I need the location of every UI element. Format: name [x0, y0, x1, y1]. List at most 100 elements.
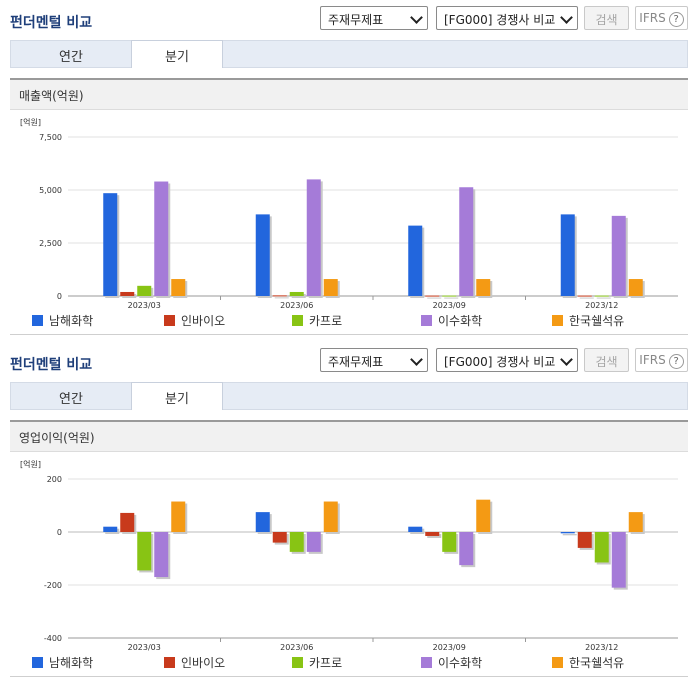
question-circle-icon[interactable]: ?: [668, 354, 684, 369]
y-tick-label: 0: [57, 292, 62, 301]
statement-type-select[interactable]: 주재무제표: [320, 348, 428, 372]
bar[interactable]: [611, 532, 626, 588]
legend-item[interactable]: 이수화학: [421, 654, 482, 671]
legend-swatch: [292, 315, 303, 326]
bar[interactable]: [459, 187, 474, 296]
bar[interactable]: [103, 193, 118, 296]
bar[interactable]: [425, 295, 440, 297]
bar[interactable]: [628, 279, 643, 296]
bar[interactable]: [272, 295, 287, 297]
panel-title: 펀더멘털 비교: [10, 357, 93, 373]
panel-title: 펀더멘털 비교: [10, 15, 93, 31]
bar[interactable]: [154, 532, 169, 578]
x-tick-label: 2023/12: [585, 643, 618, 652]
y-tick-label: -200: [44, 581, 62, 590]
bar-shadow: [427, 534, 442, 538]
legend-item[interactable]: 남해화학: [32, 654, 93, 671]
bar[interactable]: [442, 532, 457, 552]
bar[interactable]: [442, 295, 457, 297]
y-tick-label: 5,000: [39, 186, 62, 195]
legend-item[interactable]: 인바이오: [164, 654, 225, 671]
legend-label: 남해화학: [49, 314, 94, 328]
unit-label: [억원]: [20, 459, 41, 469]
bar[interactable]: [289, 291, 304, 296]
legend-item[interactable]: 남해화학: [32, 312, 93, 329]
bar[interactable]: [171, 501, 186, 532]
tab-quarterly[interactable]: 분기: [131, 382, 223, 410]
section-header: 영업이익(억원): [10, 420, 688, 452]
legend-item[interactable]: 한국쉘석유: [552, 654, 624, 671]
bar[interactable]: [611, 215, 626, 296]
x-tick-label: 2023/09: [433, 643, 466, 652]
panel-divider: [10, 676, 688, 677]
legend-swatch: [32, 657, 43, 668]
bar[interactable]: [628, 512, 643, 532]
bar[interactable]: [476, 279, 491, 296]
legend-swatch: [421, 657, 432, 668]
legend-swatch: [292, 657, 303, 668]
question-circle-icon[interactable]: ?: [668, 12, 684, 27]
bar[interactable]: [120, 512, 135, 532]
bar[interactable]: [560, 532, 575, 534]
legend-swatch: [164, 657, 175, 668]
bar[interactable]: [408, 225, 423, 296]
tab-quarterly[interactable]: 분기: [131, 40, 223, 68]
bar[interactable]: [171, 279, 186, 296]
bar[interactable]: [594, 295, 609, 297]
bar[interactable]: [120, 291, 135, 296]
statement-type-select[interactable]: 주재무제표: [320, 6, 428, 30]
bar[interactable]: [323, 279, 338, 296]
bar[interactable]: [306, 532, 321, 552]
legend-item[interactable]: 카프로: [292, 654, 342, 671]
x-tick-label: 2023/09: [433, 301, 466, 310]
legend-item[interactable]: 한국쉘석유: [552, 312, 624, 329]
bar[interactable]: [154, 181, 169, 296]
bar[interactable]: [594, 532, 609, 563]
bar[interactable]: [323, 501, 338, 532]
ifrs-button[interactable]: IFRS?: [635, 6, 688, 30]
bar[interactable]: [306, 179, 321, 296]
compare-value: [FG000] 경쟁사 비교: [444, 13, 556, 27]
bar[interactable]: [137, 285, 152, 296]
statement-type-value: 주재무제표: [328, 355, 384, 369]
bar-shadow: [444, 297, 459, 299]
bar[interactable]: [408, 526, 423, 532]
tab-annual[interactable]: 연간: [59, 50, 83, 65]
search-button[interactable]: 검색: [584, 6, 629, 30]
compare-select[interactable]: [FG000] 경쟁사 비교: [436, 6, 578, 30]
bar[interactable]: [577, 532, 592, 548]
bar[interactable]: [137, 532, 152, 571]
bar[interactable]: [577, 295, 592, 297]
legend-label: 카프로: [309, 656, 343, 670]
tab-annual[interactable]: 연간: [59, 392, 83, 407]
bar[interactable]: [103, 526, 118, 532]
legend-label: 남해화학: [49, 656, 94, 670]
legend-item[interactable]: 이수화학: [421, 312, 482, 329]
search-button[interactable]: 검색: [584, 348, 629, 372]
y-tick-label: 7,500: [39, 133, 62, 142]
legend-swatch: [552, 657, 563, 668]
bar[interactable]: [272, 532, 287, 543]
panel-divider: [10, 334, 688, 335]
bar[interactable]: [289, 532, 304, 552]
compare-select[interactable]: [FG000] 경쟁사 비교: [436, 348, 578, 372]
legend-item[interactable]: 인바이오: [164, 312, 225, 329]
bar[interactable]: [255, 512, 270, 532]
legend-item[interactable]: 카프로: [292, 312, 342, 329]
x-tick-label: 2023/06: [280, 301, 313, 310]
period-tabs: 연간 분기: [10, 40, 688, 68]
x-tick-label: 2023/03: [128, 301, 161, 310]
bar[interactable]: [425, 532, 440, 536]
panel-revenue: 펀더멘털 비교 주재무제표 [FG000] 경쟁사 비교 검색 IFRS? 연간…: [10, 6, 688, 335]
bar[interactable]: [459, 532, 474, 566]
chevron-down-icon: [560, 353, 573, 366]
legend-label: 이수화학: [438, 314, 483, 328]
bar[interactable]: [255, 214, 270, 296]
panel-header: 펀더멘털 비교 주재무제표 [FG000] 경쟁사 비교 검색 IFRS?: [0, 342, 696, 378]
section-title: 매출액(억원): [19, 89, 84, 103]
ifrs-button[interactable]: IFRS?: [635, 348, 688, 372]
x-tick-label: 2023/06: [280, 643, 313, 652]
bar[interactable]: [476, 499, 491, 532]
bar-shadow: [427, 297, 442, 299]
bar[interactable]: [560, 214, 575, 296]
